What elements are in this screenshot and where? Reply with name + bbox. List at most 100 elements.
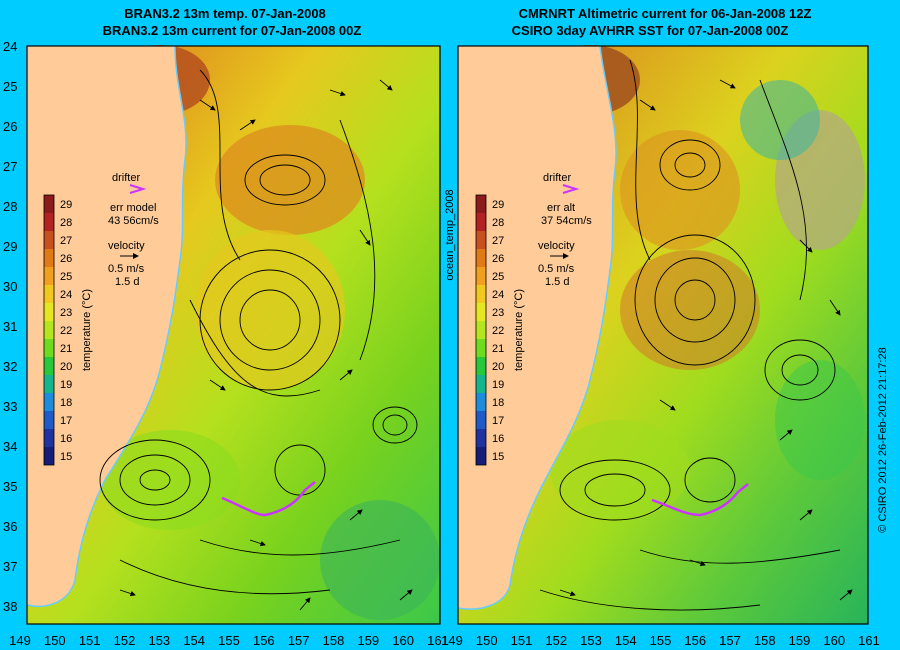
colorbar-swatch (476, 195, 486, 213)
colorbar-tick: 28 (492, 217, 504, 229)
lon-label: 157 (719, 633, 741, 648)
right-velocity-label: velocity (538, 240, 575, 252)
colorbar-tick: 27 (492, 235, 504, 247)
right-velocity-scale: 0.5 m/s (538, 263, 575, 275)
colorbar-tick: 15 (492, 451, 504, 463)
cool-patch (740, 80, 820, 160)
lon-label: 150 (476, 633, 498, 648)
lon-label: 158 (754, 633, 776, 648)
lat-label: 34 (3, 439, 17, 454)
lat-label: 35 (3, 479, 17, 494)
lon-label: 149 (441, 633, 463, 648)
colorbar-swatch (476, 285, 486, 303)
lon-label: 152 (545, 633, 567, 648)
lon-label: 158 (323, 633, 345, 648)
colorbar-tick: 29 (60, 199, 72, 211)
left-err-value: 43 56cm/s (108, 215, 159, 227)
colorbar-tick: 23 (492, 307, 504, 319)
coastline (457, 45, 617, 610)
lat-label: 26 (3, 119, 17, 134)
colorbar-swatch (44, 267, 54, 285)
lat-label: 29 (3, 239, 17, 254)
colorbar-tick: 18 (60, 397, 72, 409)
colorbar-tick: 21 (60, 343, 72, 355)
lon-label: 152 (114, 633, 136, 648)
lon-label: 149 (9, 633, 31, 648)
left-drifter-label: drifter (112, 172, 140, 184)
lat-label: 31 (3, 319, 17, 334)
colorbar-swatch (476, 429, 486, 447)
lat-label: 28 (3, 199, 17, 214)
colorbar-swatch (44, 393, 54, 411)
lon-label: 153 (580, 633, 602, 648)
colorbar-tick: 26 (60, 253, 72, 265)
right-title-line2: CSIRO 3day AVHRR SST for 07-Jan-2008 00Z (512, 23, 789, 38)
right-longitude-labels: 149 150 151 152 153 154 155 156 157 158 159 160 161 (441, 633, 880, 648)
colorbar-tick: 20 (492, 361, 504, 373)
lon-label: 155 (650, 633, 672, 648)
colorbar-tick: 15 (60, 451, 72, 463)
lon-label: 161 (858, 633, 880, 648)
colorbar-swatch (44, 447, 54, 465)
lon-label: 160 (392, 633, 414, 648)
land-australia (27, 46, 187, 607)
colorbar-swatch (476, 393, 486, 411)
left-drifter-icon (129, 184, 147, 194)
colorbar-tick: 29 (492, 199, 504, 211)
drifter-track (651, 483, 749, 517)
velocity-arrows (559, 79, 853, 601)
lon-label: 153 (148, 633, 170, 648)
lat-label: 37 (3, 559, 17, 574)
colorbar-tick: 16 (60, 433, 72, 445)
colorbar-tick: 21 (492, 343, 504, 355)
colorbar-swatch (476, 357, 486, 375)
lon-label: 156 (253, 633, 275, 648)
colorbar-swatch (476, 213, 486, 231)
lon-label: 159 (357, 633, 379, 648)
colorbar-tick: 22 (492, 325, 504, 337)
right-colorbar: 29 28 27 26 25 24 23 22 21 20 19 18 17 16 15 temperatur… (475, 194, 525, 466)
lon-label: 151 (511, 633, 533, 648)
lon-label: 154 (615, 633, 637, 648)
lat-label: 24 (3, 39, 17, 54)
colorbar-tick: 27 (60, 235, 72, 247)
colorbar-label: temperature (°C) (513, 289, 525, 371)
colorbar-swatch (44, 411, 54, 429)
lon-label: 154 (183, 633, 205, 648)
left-colorbar: 29 28 27 26 25 24 23 22 21 20 19 18 17 16 15 temperatur… (43, 194, 93, 466)
colorbar-swatch (44, 195, 54, 213)
lon-label: 150 (44, 633, 66, 648)
lon-label: 157 (288, 633, 310, 648)
colorbar-swatch (44, 213, 54, 231)
colorbar-swatch (44, 285, 54, 303)
right-title-line1: CMRNRT Altimetric current for 06-Jan-200… (519, 6, 812, 21)
right-err-label: err alt (547, 202, 575, 214)
latitude-labels: 24 25 26 27 28 29 30 31 32 33 34 35 36 37 38 (3, 39, 17, 614)
warm-eddy (620, 250, 760, 370)
lat-label: 25 (3, 79, 17, 94)
colorbar-swatch (476, 303, 486, 321)
land-australia (458, 46, 617, 610)
left-map-panel: drifter err model 43 56cm/s velocity 0.5… (26, 45, 441, 625)
colorbar-frame (43, 194, 55, 466)
right-drifter-label: drifter (543, 172, 571, 184)
colorbar-tick: 18 (492, 397, 504, 409)
credit-label: © CSIRO 2012 26-Feb-2012 21:17:28 (877, 347, 889, 532)
colorbar-swatch (44, 321, 54, 339)
current-streamlines (539, 59, 841, 611)
colorbar-tick: 22 (60, 325, 72, 337)
warm-eddy (215, 125, 365, 235)
colorbar-swatch (44, 249, 54, 267)
colorbar-label: temperature (°C) (81, 289, 93, 371)
left-velocity-time: 1.5 d (115, 276, 139, 288)
colorbar-tick: 24 (60, 289, 72, 301)
lat-label: 33 (3, 399, 17, 414)
colorbar-frame (475, 194, 487, 466)
lon-label: 151 (79, 633, 101, 648)
coastline (26, 45, 187, 607)
lat-label: 32 (3, 359, 17, 374)
colorbar-swatch (44, 303, 54, 321)
current-streamlines (99, 69, 418, 595)
colorbar-swatch (44, 357, 54, 375)
